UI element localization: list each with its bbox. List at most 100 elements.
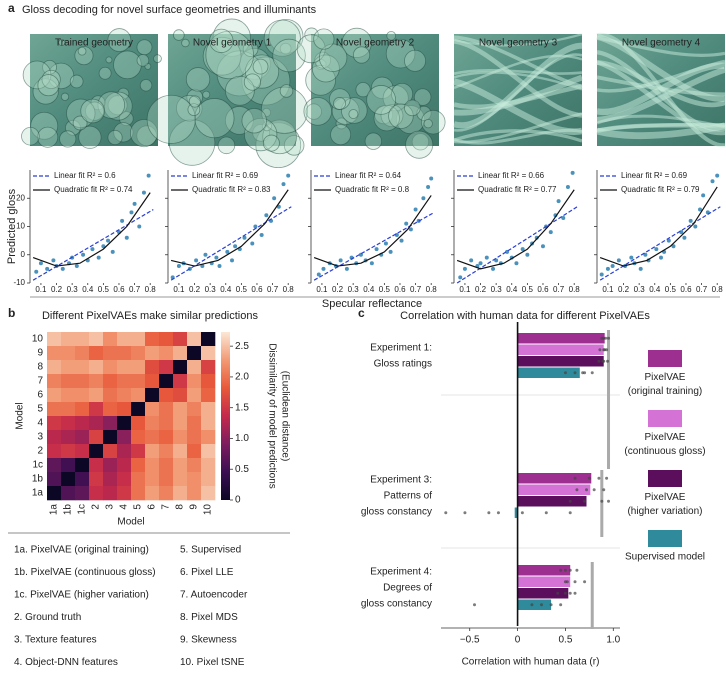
x-tick-label: 0.1 bbox=[459, 285, 471, 294]
heat-cell bbox=[187, 486, 202, 501]
point bbox=[565, 184, 570, 189]
bubble bbox=[244, 117, 278, 152]
point bbox=[616, 258, 621, 263]
legend-swatch bbox=[648, 350, 682, 367]
heat-cell bbox=[75, 374, 90, 389]
colorbar-tick-label: 1.5 bbox=[235, 402, 249, 413]
legend-label: Supervised model bbox=[625, 552, 705, 563]
bubble bbox=[333, 97, 346, 110]
tube bbox=[596, 60, 726, 108]
bubble bbox=[261, 107, 272, 118]
bubble bbox=[209, 28, 234, 53]
model-point bbox=[587, 476, 591, 480]
point bbox=[426, 184, 431, 189]
y-tick-label: 1b bbox=[32, 474, 44, 485]
x-tick-label: 0.8 bbox=[145, 285, 157, 294]
bubble bbox=[404, 99, 421, 117]
bubble bbox=[279, 84, 294, 98]
model-point bbox=[583, 499, 587, 503]
model-point bbox=[568, 568, 572, 572]
bubble bbox=[371, 76, 394, 99]
bubble bbox=[69, 74, 84, 89]
bubble bbox=[241, 108, 267, 134]
heat-cell bbox=[47, 472, 62, 487]
model-point bbox=[597, 476, 601, 480]
x-tick-label: 0.3 bbox=[67, 285, 79, 294]
x-tick-label: 0.5 bbox=[522, 285, 534, 294]
category-label: Experiment 4: bbox=[370, 567, 432, 578]
y-tick-label: 0 bbox=[21, 250, 26, 259]
heat-cell bbox=[131, 332, 146, 347]
heat-cell bbox=[187, 346, 202, 361]
x-tick-label: 8 bbox=[175, 504, 186, 510]
heat-cell bbox=[75, 430, 90, 445]
x-axis-label: Model bbox=[117, 517, 144, 528]
heat-cell bbox=[159, 346, 174, 361]
bubble bbox=[263, 19, 301, 57]
bubble bbox=[216, 50, 263, 97]
bar bbox=[517, 484, 591, 495]
x-tick-label: 0.7 bbox=[553, 285, 565, 294]
point bbox=[629, 255, 634, 260]
tube bbox=[453, 54, 583, 90]
bubble bbox=[153, 54, 162, 63]
model-point bbox=[559, 568, 563, 572]
heat-cell bbox=[61, 416, 76, 431]
heat-cell bbox=[201, 416, 216, 431]
legend-label: Quadratic fit R² = 0.8 bbox=[335, 185, 410, 194]
bubble bbox=[173, 29, 185, 41]
model-point bbox=[568, 591, 572, 595]
image-label: Trained geometry bbox=[55, 38, 133, 49]
bubble bbox=[255, 122, 302, 169]
legend-label: Linear fit R² = 0.64 bbox=[335, 171, 402, 180]
bubble bbox=[21, 126, 40, 146]
bubble bbox=[37, 126, 59, 148]
bubble bbox=[168, 119, 216, 166]
model-point bbox=[603, 348, 607, 352]
y-tick-label: 8 bbox=[37, 362, 43, 373]
x-tick-label: 0.6 bbox=[394, 285, 406, 294]
model-point bbox=[549, 603, 553, 607]
colorbar-label: (Euclidean distance) bbox=[279, 371, 290, 462]
point bbox=[605, 266, 610, 271]
legend-label: Quadratic fit R² = 0.83 bbox=[192, 185, 271, 194]
heat-cell bbox=[201, 472, 216, 487]
tube bbox=[453, 112, 583, 144]
bubble bbox=[32, 78, 59, 105]
heat-cell bbox=[201, 486, 216, 501]
fit-line bbox=[456, 189, 575, 270]
heat-cell bbox=[47, 388, 62, 403]
heat-cell bbox=[103, 444, 118, 459]
legend-label: Quadratic fit R² = 0.74 bbox=[54, 185, 133, 194]
x-tick-label: 0.4 bbox=[649, 285, 661, 294]
heat-cell bbox=[173, 430, 188, 445]
x-tick-label: 7 bbox=[161, 504, 172, 510]
x-tick-label: 1.0 bbox=[606, 635, 620, 646]
legend-label: PixelVAE (continuous gloss) bbox=[624, 432, 705, 457]
heat-cell bbox=[75, 416, 90, 431]
point bbox=[413, 207, 418, 212]
y-tick-label: 5 bbox=[37, 404, 43, 415]
heat-cell bbox=[103, 374, 118, 389]
heat-cell bbox=[159, 416, 174, 431]
bubble bbox=[411, 133, 430, 151]
heat-cell bbox=[187, 458, 202, 473]
model-point bbox=[590, 371, 594, 375]
bar bbox=[517, 496, 587, 507]
point bbox=[264, 213, 269, 218]
point bbox=[654, 247, 659, 252]
x-tick-label: 0.4 bbox=[363, 285, 375, 294]
heat-cell bbox=[117, 458, 132, 473]
bubble bbox=[74, 46, 94, 66]
heat-cell bbox=[117, 486, 132, 501]
heat-cell bbox=[145, 472, 160, 487]
colorbar-tick-label: 2.0 bbox=[235, 372, 249, 383]
heat-cell bbox=[131, 360, 146, 375]
point bbox=[693, 224, 698, 229]
model-point bbox=[602, 488, 606, 492]
point bbox=[146, 173, 151, 178]
heat-cell bbox=[75, 332, 90, 347]
heat-cell bbox=[131, 388, 146, 403]
y-tick-label: 10 bbox=[16, 222, 25, 231]
bar bbox=[517, 473, 592, 484]
